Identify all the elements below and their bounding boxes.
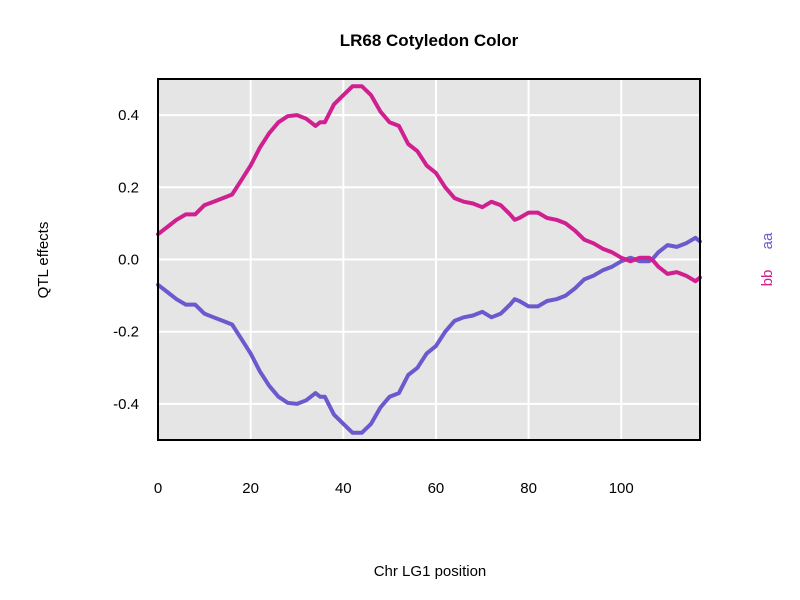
legend-label-aa: aa bbox=[759, 232, 776, 249]
y-tick-label: -0.2 bbox=[113, 324, 139, 341]
x-axis-label: Chr LG1 position bbox=[374, 563, 487, 580]
y-axis-label: QTL effects bbox=[35, 222, 52, 299]
chart-title: LR68 Cotyledon Color bbox=[340, 31, 519, 50]
series-layer bbox=[156, 84, 702, 435]
y-tick-label: 0.2 bbox=[118, 179, 139, 196]
x-tick-label: 40 bbox=[335, 480, 352, 497]
y-tick-label: -0.4 bbox=[113, 396, 139, 413]
x-tick-label: 80 bbox=[520, 480, 537, 497]
x-tick-label: 0 bbox=[154, 480, 162, 497]
plot-frame bbox=[157, 78, 701, 441]
series-line-aa bbox=[156, 235, 702, 435]
y-tick-label: 0.4 bbox=[118, 107, 139, 124]
grid-lines bbox=[158, 79, 700, 440]
x-tick-label: 60 bbox=[428, 480, 445, 497]
x-tick-label: 20 bbox=[242, 480, 259, 497]
x-tick-label: 100 bbox=[609, 480, 634, 497]
y-tick-labels: 0.4 0.2 0.0 -0.2 -0.4 bbox=[113, 107, 139, 413]
legend-label-bb: bb bbox=[759, 270, 776, 287]
x-tick-labels: 0 20 40 60 80 100 bbox=[154, 480, 634, 497]
series-line-bb bbox=[156, 84, 702, 284]
y-tick-label: 0.0 bbox=[118, 252, 139, 269]
